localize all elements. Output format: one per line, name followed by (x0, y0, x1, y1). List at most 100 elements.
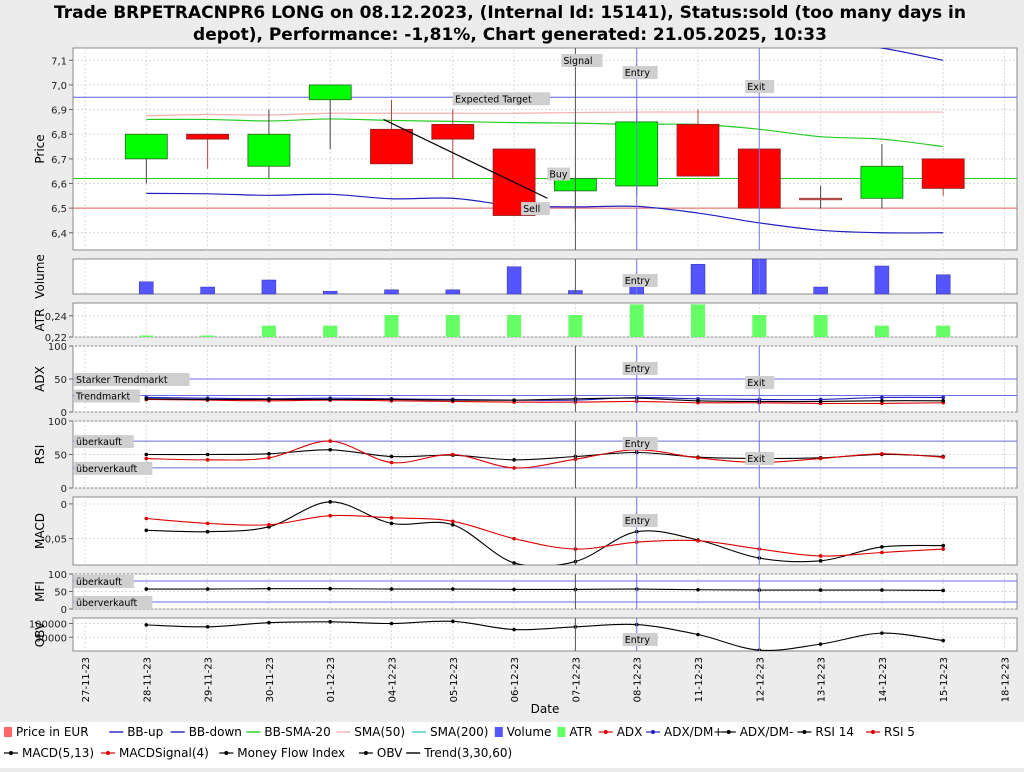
indicator-level-label-bg (74, 575, 134, 588)
series-point (941, 455, 945, 459)
chart-title-line2: depot), Performance: -1,81%, Chart gener… (193, 25, 827, 45)
indicator-level-label: Starker Trendmarkt (76, 375, 168, 386)
indicator-level-label-bg (74, 389, 140, 403)
volume-bar (384, 289, 399, 295)
legend-swatch-dot (651, 730, 655, 734)
marker-label-signal: Signal (563, 56, 592, 67)
y-tick-label: 50000 (35, 633, 67, 644)
series-point (328, 620, 333, 624)
legend-swatch (494, 727, 503, 737)
series-point (941, 547, 945, 551)
marker-label-exit: Exit (747, 378, 765, 389)
panel-1-frame (72, 258, 1018, 295)
panel-2-frame (72, 302, 1018, 338)
series-point (328, 513, 333, 518)
y-tick-label: 50 (54, 375, 67, 386)
series-line-rsi-14 (146, 449, 944, 461)
candle-body (431, 123, 475, 140)
series-point (144, 623, 149, 627)
series-point (267, 586, 271, 591)
marker-label-entry: Entry (625, 68, 651, 79)
series-line-adx (146, 398, 944, 405)
volume-bar (690, 264, 706, 295)
marker-label-exit: Exit (747, 454, 765, 465)
series-point (267, 456, 271, 460)
candle-body (370, 128, 413, 165)
candle-body (676, 123, 720, 177)
legend-label: BB-up (127, 725, 163, 739)
series-point (818, 399, 823, 404)
candle-body (799, 197, 842, 201)
y-axis-label-mfi: MFI (33, 581, 47, 602)
legend-label: MACDSignal(4) (119, 746, 209, 760)
series-point (451, 398, 455, 402)
volume-bar (139, 281, 154, 295)
series-point (267, 397, 271, 402)
annotation-buy-bg (547, 167, 570, 181)
series-point (144, 516, 149, 521)
series-line-rsi-5 (146, 440, 944, 469)
series-line-macd-5-13- (146, 501, 944, 565)
y-tick-label: 100 (48, 570, 67, 581)
y-tick-label: 7,0 (51, 81, 67, 92)
indicator-level-label: überkauft (76, 577, 122, 588)
legend-swatch-dot (871, 730, 875, 734)
series-point (696, 398, 700, 403)
marker-label-entry-bg (622, 514, 658, 527)
series-point (941, 638, 945, 643)
series-point (205, 587, 210, 591)
series-point (880, 395, 884, 400)
y-tick-label: 0 (61, 500, 67, 511)
y-tick-label: 50 (54, 588, 67, 599)
candle-body (186, 133, 230, 140)
x-tick-label: 29-11-23 (204, 657, 215, 702)
legend-swatch-dot (802, 730, 807, 734)
legend-swatch-dot (9, 751, 13, 755)
series-point (696, 456, 700, 460)
atr-bar (691, 304, 705, 337)
legend-label: Volume (507, 725, 552, 739)
volume-bar (874, 265, 890, 295)
marker-label-exit-bg (745, 376, 775, 389)
y-tick-label: 100 (48, 342, 67, 353)
series-point (512, 627, 516, 632)
x-tick-label: 13-12-23 (817, 657, 828, 702)
legend-swatch (4, 727, 12, 737)
marker-label-entry-bg (622, 66, 658, 79)
atr-bar (445, 315, 460, 337)
legend-background (0, 722, 1024, 768)
series-point (941, 588, 945, 593)
y-tick-label: 7,1 (51, 56, 67, 67)
legend-label: BB-SMA-20 (264, 725, 330, 739)
price-plot-group (124, 48, 965, 234)
series-line-adx-dm- (146, 397, 944, 403)
marker-label-entry-bg (622, 437, 658, 450)
series-point (328, 397, 333, 402)
bb-sma20-line (146, 118, 944, 148)
series-point (512, 398, 516, 402)
indicator-level-label-bg (74, 373, 190, 386)
atr-bar (200, 335, 215, 337)
panel-6-plot (144, 586, 945, 593)
volume-bar (322, 290, 338, 295)
marker-label-entry: Entry (625, 516, 651, 527)
atr-bar (568, 315, 583, 337)
marker-label-entry-bg (622, 362, 658, 375)
legend-label: ADX/DM- (740, 725, 794, 739)
panel-7-frame (72, 617, 1018, 652)
x-tick-label: 05-12-23 (449, 657, 460, 702)
atr-bar (874, 325, 889, 337)
y-tick-label: 6,8 (51, 130, 67, 141)
y-tick-label: 100000 (29, 620, 67, 631)
y-tick-label: 0,24 (45, 312, 67, 323)
x-tick-label: 06-12-23 (510, 657, 521, 702)
legend-label: Money Flow Index (237, 746, 345, 760)
y-tick-label: 0 (61, 408, 67, 419)
y-tick-label: 50 (54, 451, 67, 462)
series-point (267, 522, 271, 527)
series-point (512, 466, 516, 470)
series-point (451, 587, 455, 591)
legend-swatch-dot (603, 730, 608, 734)
y-axis-label-macd: MACD (33, 513, 47, 549)
